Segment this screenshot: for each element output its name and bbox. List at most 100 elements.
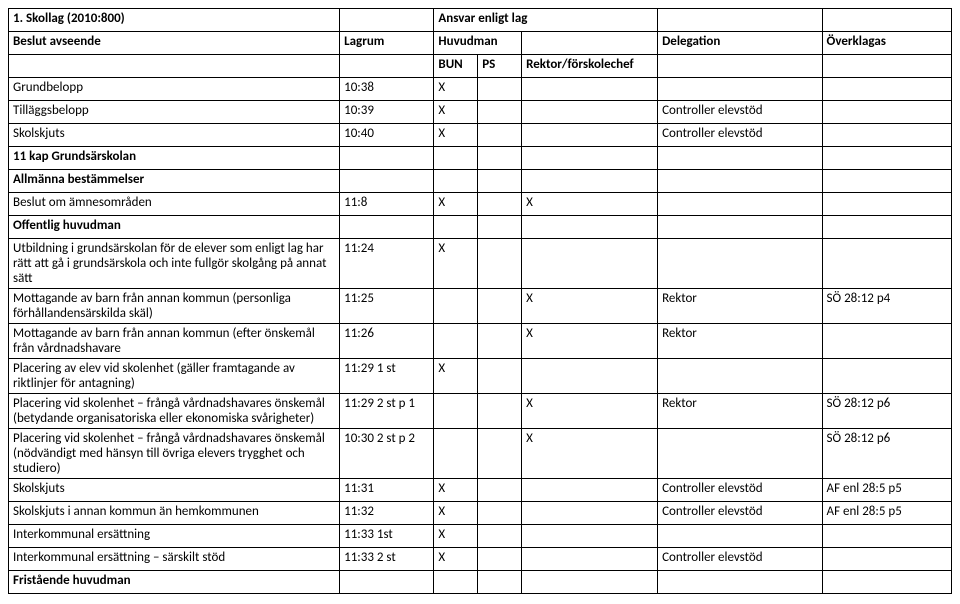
col-bun: X <box>434 193 478 216</box>
col-overklagas: AF enl 28:5 p5 <box>822 479 951 502</box>
col-delegation: Rektor <box>658 394 822 429</box>
hdr-ps: PS <box>478 55 522 78</box>
col-delegation: Controller elevstöd <box>658 101 822 124</box>
col-rektor <box>522 479 658 502</box>
col-rektor <box>522 101 658 124</box>
table-row: Skolskjuts11:31XController elevstödAF en… <box>9 479 952 502</box>
empty <box>522 32 658 55</box>
col-ps <box>478 147 522 170</box>
col-lagrum: 11:24 <box>340 239 434 289</box>
table-row: Mottagande av barn från annan kommun (pe… <box>9 289 952 324</box>
table-row: Beslut om ämnesområden11:8XX <box>9 193 952 216</box>
col-overklagas <box>822 147 951 170</box>
col-bun <box>434 216 478 239</box>
col-beslut: Tilläggsbelopp <box>9 101 340 124</box>
col-ps <box>478 525 522 548</box>
table-row: Interkommunal ersättning11:33 1stX <box>9 525 952 548</box>
col-lagrum <box>340 216 434 239</box>
col-bun: X <box>434 359 478 394</box>
empty <box>822 55 951 78</box>
table-row: Skolskjuts10:40XController elevstöd <box>9 124 952 147</box>
hdr-rektor: Rektor/förskolechef <box>522 55 658 78</box>
col-delegation: Controller elevstöd <box>658 548 822 571</box>
col-delegation <box>658 429 822 479</box>
col-rektor <box>522 216 658 239</box>
col-lagrum: 10:39 <box>340 101 434 124</box>
skollag-table: 1. Skollag (2010:800) Ansvar enligt lag Be… <box>8 8 952 594</box>
col-rektor <box>522 359 658 394</box>
col-rektor <box>522 147 658 170</box>
empty <box>658 55 822 78</box>
col-overklagas <box>822 216 951 239</box>
col-ps <box>478 193 522 216</box>
col-overklagas <box>822 124 951 147</box>
title-right: Ansvar enligt lag <box>434 9 658 32</box>
col-overklagas <box>822 78 951 101</box>
hdr-huvudman: Huvudman <box>434 32 522 55</box>
col-delegation <box>658 78 822 101</box>
col-rektor: X <box>522 394 658 429</box>
col-beslut: Beslut om ämnesområden <box>9 193 340 216</box>
col-ps <box>478 289 522 324</box>
title-left: 1. Skollag (2010:800) <box>9 9 340 32</box>
col-beslut: Mottagande av barn från annan kommun (pe… <box>9 289 340 324</box>
empty <box>822 9 951 32</box>
col-ps <box>478 479 522 502</box>
hdr-bun: BUN <box>434 55 478 78</box>
col-delegation <box>658 170 822 193</box>
col-lagrum <box>340 571 434 594</box>
col-rektor <box>522 548 658 571</box>
empty <box>340 9 434 32</box>
col-lagrum: 11:32 <box>340 502 434 525</box>
col-bun <box>434 324 478 359</box>
col-lagrum: 11:29 2 st p 1 <box>340 394 434 429</box>
table-row: Mottagande av barn från annan kommun (ef… <box>9 324 952 359</box>
col-overklagas: AF enl 28:5 p5 <box>822 502 951 525</box>
table-row: Grundbelopp10:38X <box>9 78 952 101</box>
col-lagrum: 11:29 1 st <box>340 359 434 394</box>
col-ps <box>478 394 522 429</box>
col-delegation: Rektor <box>658 289 822 324</box>
table-row: Allmänna bestämmelser <box>9 170 952 193</box>
col-overklagas: SÖ 28:12 p6 <box>822 394 951 429</box>
col-beslut: Fristående huvudman <box>9 571 340 594</box>
col-overklagas <box>822 571 951 594</box>
col-bun: X <box>434 78 478 101</box>
empty <box>658 9 822 32</box>
empty <box>340 55 434 78</box>
col-beslut: Placering vid skolenhet – frångå vårdnad… <box>9 394 340 429</box>
col-delegation: Controller elevstöd <box>658 479 822 502</box>
col-lagrum: 11:26 <box>340 324 434 359</box>
col-overklagas: SÖ 28:12 p4 <box>822 289 951 324</box>
col-beslut: Grundbelopp <box>9 78 340 101</box>
col-beslut: Skolskjuts i annan kommun än hemkommunen <box>9 502 340 525</box>
col-bun: X <box>434 239 478 289</box>
table-row: Placering vid skolenhet – frångå vårdnad… <box>9 429 952 479</box>
col-lagrum: 11:33 1st <box>340 525 434 548</box>
col-overklagas: SÖ 28:12 p6 <box>822 429 951 479</box>
table-row: Utbildning i grundsärskolan för de eleve… <box>9 239 952 289</box>
col-bun <box>434 394 478 429</box>
col-beslut: Skolskjuts <box>9 124 340 147</box>
col-ps <box>478 216 522 239</box>
col-beslut: Utbildning i grundsärskolan för de eleve… <box>9 239 340 289</box>
col-bun: X <box>434 124 478 147</box>
hdr-beslut: Beslut avseende <box>9 32 340 55</box>
col-beslut: Mottagande av barn från annan kommun (ef… <box>9 324 340 359</box>
col-ps <box>478 78 522 101</box>
col-overklagas <box>822 548 951 571</box>
table-row: Placering vid skolenhet – frångå vårdnad… <box>9 394 952 429</box>
col-delegation: Controller elevstöd <box>658 124 822 147</box>
col-ps <box>478 101 522 124</box>
col-rektor <box>522 78 658 101</box>
table-row: Fristående huvudman <box>9 571 952 594</box>
col-delegation <box>658 147 822 170</box>
table-row: Placering av elev vid skolenhet (gäller … <box>9 359 952 394</box>
table-row: Interkommunal ersättning – särskilt stöd… <box>9 548 952 571</box>
col-rektor <box>522 571 658 594</box>
table-row: Offentlig huvudman <box>9 216 952 239</box>
col-rektor: X <box>522 289 658 324</box>
col-bun: X <box>434 502 478 525</box>
col-ps <box>478 359 522 394</box>
col-bun: X <box>434 548 478 571</box>
